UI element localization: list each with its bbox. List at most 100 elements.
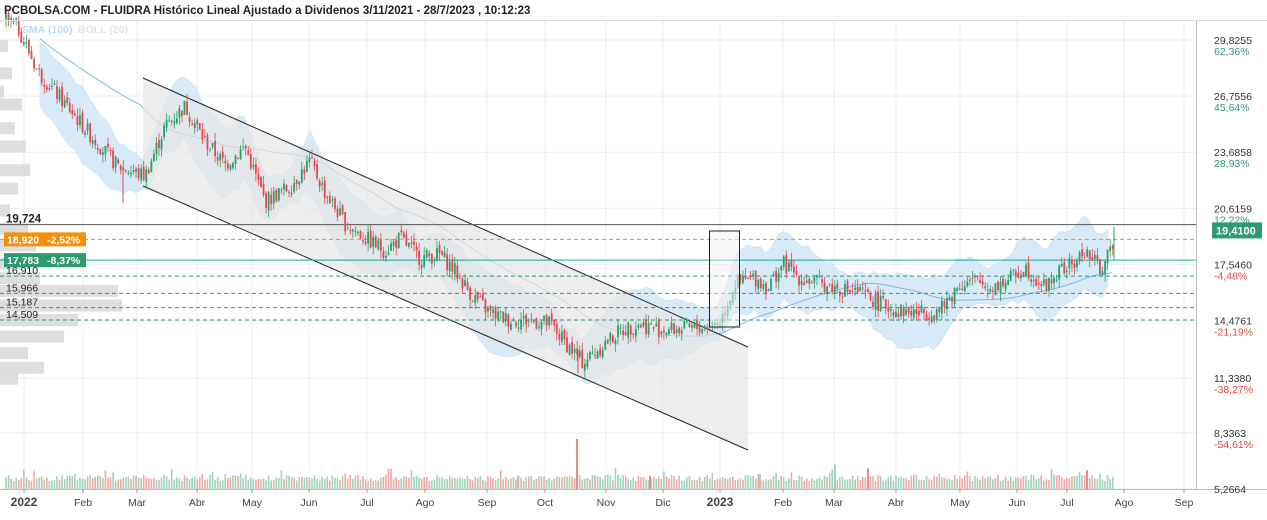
volume-bar xyxy=(125,477,127,489)
volume-bar xyxy=(754,478,757,489)
candle-body xyxy=(145,168,148,183)
candle-body xyxy=(1045,278,1048,291)
candle-body xyxy=(831,284,834,292)
y-tick-pct-label: -54,61% xyxy=(1214,439,1253,451)
candle-body xyxy=(262,183,265,196)
volume-bar xyxy=(454,477,456,489)
candle-body xyxy=(316,164,318,179)
volume-bar xyxy=(1071,476,1073,489)
candle-body xyxy=(604,341,607,350)
candle-body xyxy=(637,325,640,328)
volume-bar xyxy=(53,479,56,489)
candle-body xyxy=(963,286,966,291)
volume-bar xyxy=(405,476,408,489)
volume-bar xyxy=(204,479,206,489)
candle-body xyxy=(757,279,760,289)
candle-body xyxy=(285,184,288,192)
candle-body xyxy=(1017,272,1020,278)
volume-bar xyxy=(63,479,66,489)
candle-body xyxy=(433,260,436,262)
candle-body xyxy=(308,158,311,163)
volume-bar xyxy=(1012,480,1015,489)
volume-bar xyxy=(150,478,153,489)
candle-body xyxy=(775,271,777,282)
candle-body xyxy=(617,325,619,338)
y-tick-pct-label: 45,64% xyxy=(1214,102,1250,114)
candle-body xyxy=(691,325,693,328)
candle-body xyxy=(1022,271,1025,276)
volume-bar xyxy=(1058,475,1060,489)
volume-bar xyxy=(132,475,135,489)
volume-bar xyxy=(219,480,221,489)
level-label-box xyxy=(4,232,86,247)
volume-bar xyxy=(471,480,474,489)
candle-body xyxy=(586,359,589,367)
volume-bar xyxy=(752,476,754,489)
candle-body xyxy=(986,289,989,291)
candle-body xyxy=(170,120,173,122)
candle-body xyxy=(561,331,563,343)
volume-bar xyxy=(1053,474,1055,489)
volume-bar xyxy=(607,474,609,489)
candle-body xyxy=(1096,255,1099,261)
candle-body xyxy=(114,156,117,168)
volume-bar xyxy=(821,479,823,489)
candle-body xyxy=(487,307,489,312)
volume-bar xyxy=(234,475,237,489)
candle-body xyxy=(805,280,808,283)
candle-body xyxy=(96,148,99,150)
volume-bar xyxy=(594,475,596,489)
candle-body xyxy=(311,156,313,158)
volume-bar xyxy=(811,478,813,489)
volume-profile-bar xyxy=(0,98,22,111)
volume-bar xyxy=(649,475,651,489)
volume-bar xyxy=(397,479,400,489)
volume-bar xyxy=(127,476,130,489)
candle-body xyxy=(382,251,385,258)
candle-body xyxy=(336,209,339,218)
volume-bar xyxy=(596,476,599,489)
candle-body xyxy=(300,169,303,183)
volume-bar xyxy=(387,468,390,489)
candle-body xyxy=(10,18,12,21)
volume-bar xyxy=(107,477,109,489)
volume-bar xyxy=(683,480,686,489)
candle-body xyxy=(265,193,267,208)
volume-profile-bar xyxy=(0,372,18,385)
candle-body xyxy=(583,363,586,371)
volume-bar xyxy=(33,470,35,489)
candle-body xyxy=(1071,259,1073,265)
volume-bar xyxy=(805,478,808,489)
volume-bar xyxy=(339,480,341,489)
volume-bar xyxy=(28,479,30,489)
candle-body xyxy=(596,351,599,359)
level-label: 17,783 xyxy=(7,255,39,267)
candle-body xyxy=(5,13,7,20)
volume-bar xyxy=(15,477,17,489)
volume-bar xyxy=(1004,476,1007,489)
volume-bar xyxy=(907,479,910,489)
candle-body xyxy=(578,350,581,358)
candle-body xyxy=(504,313,507,322)
x-tick-label: Ago xyxy=(416,497,435,509)
volume-bar xyxy=(237,476,239,489)
volume-bar xyxy=(456,478,459,489)
candle-body xyxy=(33,58,35,69)
x-tick-label: May xyxy=(950,497,971,509)
candle-body xyxy=(1053,277,1055,284)
candle-body xyxy=(453,263,456,275)
volume-bar xyxy=(81,478,84,489)
volume-bar xyxy=(224,473,227,489)
volume-bar xyxy=(530,476,533,489)
volume-bar xyxy=(844,479,846,489)
x-tick-label: Dic xyxy=(655,497,670,509)
candle-body xyxy=(430,253,433,264)
volume-bar xyxy=(239,473,242,489)
x-tick-label: Feb xyxy=(74,497,92,509)
volume-bar xyxy=(341,475,344,489)
volume-bar xyxy=(1078,472,1081,489)
candle-body xyxy=(522,315,525,319)
candle-body xyxy=(1081,249,1083,257)
volume-bar xyxy=(935,476,938,489)
candle-body xyxy=(782,256,785,267)
